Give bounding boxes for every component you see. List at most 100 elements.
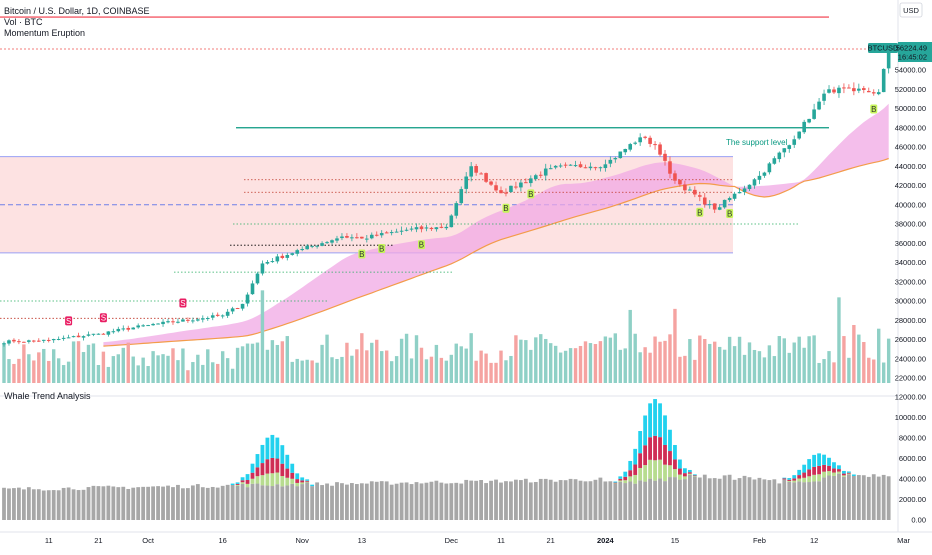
candle-body [762, 172, 767, 176]
candle-body [747, 184, 752, 190]
whale-bar-cyan [305, 479, 310, 481]
time-tick-label: 11 [45, 536, 53, 545]
whale-bar-base [86, 487, 91, 520]
whale-bar-green [842, 475, 846, 477]
candle-body [827, 89, 831, 93]
whale-bar-base [757, 477, 762, 520]
candle-body [489, 181, 493, 185]
candle-body [320, 243, 324, 246]
candle-body [325, 242, 329, 244]
volume-legend[interactable]: Vol · BTC [4, 17, 43, 27]
candle-body [215, 314, 220, 316]
whale-tick-label: 0.00 [911, 516, 926, 525]
volume-bar [578, 345, 583, 383]
volume-bar [320, 344, 324, 383]
whale-bar-base [136, 487, 141, 520]
whale-bar-red [623, 476, 628, 481]
whale-bar-red [692, 475, 697, 477]
whale-bar-base [752, 479, 757, 520]
whale-bar-base [111, 486, 116, 520]
candle-body [379, 233, 384, 236]
candle-body [494, 185, 498, 191]
volume-bar [583, 341, 588, 383]
whale-bar-base [71, 489, 76, 520]
candle-body [315, 245, 319, 247]
candle-body [186, 319, 190, 321]
whale-bar-base [250, 483, 255, 520]
whale-bar-base [171, 487, 175, 520]
whale-bar-base [46, 490, 51, 520]
time-tick-label: Mar [897, 536, 910, 545]
whale-bar-red [673, 459, 677, 470]
candle-body [598, 167, 603, 169]
whale-bar-green [687, 473, 692, 475]
candle-body [414, 227, 419, 230]
currency-tag [899, 2, 923, 18]
volume-bar [752, 349, 757, 383]
whale-bar-base [345, 484, 349, 520]
whale-bar-base [181, 488, 185, 520]
candle-body [643, 136, 647, 138]
candle-body [295, 250, 300, 254]
volume-bar [399, 338, 404, 383]
whale-bar-base [265, 485, 270, 520]
whale-bar-red [618, 478, 623, 481]
volume-bar [777, 336, 782, 383]
whale-bar-green [812, 474, 817, 482]
volume-bar [290, 361, 294, 383]
volume-bar [489, 362, 493, 383]
volume-bar [404, 333, 409, 383]
whale-bar-base [618, 481, 623, 520]
whale-bar-base [131, 487, 136, 520]
candle-body [17, 341, 21, 343]
candle-body [126, 327, 131, 330]
indicator-legend[interactable]: Momentum Eruption [4, 28, 86, 38]
volume-bar [270, 340, 275, 383]
price-tick-label: 32000.00 [895, 277, 926, 286]
whale-bar-base [2, 487, 6, 520]
volume-bar [161, 354, 165, 383]
candle-body [474, 165, 478, 173]
volume-bar [628, 309, 632, 383]
whale-bar-base [330, 485, 334, 520]
candle-body [578, 164, 583, 168]
volume-bar [176, 360, 180, 383]
candle-body [285, 254, 290, 258]
candle-body [439, 226, 444, 228]
whale-bar-base [603, 481, 608, 520]
candle-body [558, 165, 563, 167]
whale-bar-green [295, 482, 300, 487]
volume-bar [633, 333, 637, 383]
volume-bar [658, 341, 662, 383]
whale-bar-cyan [851, 474, 856, 476]
candle-body [886, 48, 891, 69]
sub-pane-legend[interactable]: Whale Trend Analysis [4, 391, 91, 401]
candle-body [96, 333, 101, 335]
whale-bar-base [404, 482, 409, 520]
candle-body [608, 159, 613, 164]
whale-bar-green [653, 460, 657, 481]
candle-body [712, 203, 717, 210]
volume-layer [2, 290, 891, 383]
whale-bar-red [275, 458, 280, 473]
candle-body [509, 185, 513, 192]
volume-bar [305, 359, 309, 383]
candle-body [504, 192, 508, 194]
candle-body [529, 178, 533, 184]
candle-body [866, 90, 871, 93]
whale-bar-base [802, 482, 807, 520]
whale-bar-red [797, 475, 802, 479]
volume-bar [255, 342, 260, 383]
candle-body [678, 180, 682, 185]
whale-bar-base [340, 483, 344, 520]
volume-bar [643, 347, 647, 383]
price-tick-label: 42000.00 [895, 181, 926, 190]
volume-bar [623, 348, 627, 383]
whale-bar-red [260, 463, 265, 476]
whale-bar-cyan [648, 403, 652, 438]
price-tick-label: 26000.00 [895, 335, 926, 344]
whale-bar-green [285, 477, 290, 486]
symbol-legend[interactable]: Bitcoin / U.S. Dollar, 1D, COINBASE [4, 6, 150, 16]
